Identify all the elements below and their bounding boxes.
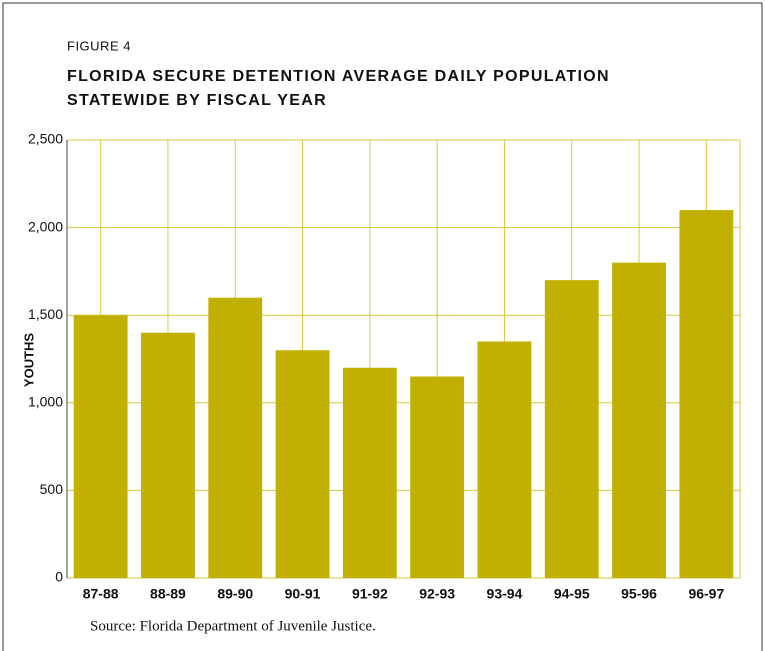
y-tick-label: 2,500 (28, 131, 63, 147)
x-tick-label: 95-96 (621, 586, 657, 602)
x-tick-label: 92-93 (419, 586, 455, 602)
chart-title: STATEWIDE BY FISCAL YEAR (67, 92, 327, 109)
bar (342, 367, 397, 578)
figure-label: FIGURE 4 (67, 38, 131, 53)
bar (679, 210, 734, 578)
bar (275, 350, 330, 578)
x-tick-label: 87-88 (83, 586, 119, 602)
y-tick-label: 1,000 (28, 394, 63, 410)
x-tick-label: 89-90 (217, 586, 253, 602)
y-tick-label: 500 (40, 481, 64, 497)
x-tick-label: 94-95 (554, 586, 590, 602)
bar (612, 262, 666, 578)
y-axis-label: YOUTHS (21, 333, 36, 388)
y-tick-label: 0 (55, 569, 63, 585)
source: Source: Florida Department of Juvenile J… (90, 618, 376, 634)
x-tick-label: 91-92 (352, 586, 388, 602)
x-tick-label: 88-89 (150, 586, 186, 602)
bar (73, 315, 128, 578)
y-tick-label: 1,500 (28, 306, 63, 322)
bar (208, 297, 263, 578)
chart-title: FLORIDA SECURE DETENTION AVERAGE DAILY P… (67, 68, 610, 85)
bar (477, 341, 532, 578)
bar (141, 332, 195, 578)
x-tick-label: 90-91 (285, 586, 321, 602)
bar (410, 376, 465, 578)
bar (544, 280, 599, 578)
y-tick-label: 2,000 (28, 218, 63, 234)
x-tick-label: 93-94 (487, 586, 523, 602)
x-tick-label: 96-97 (688, 586, 724, 602)
